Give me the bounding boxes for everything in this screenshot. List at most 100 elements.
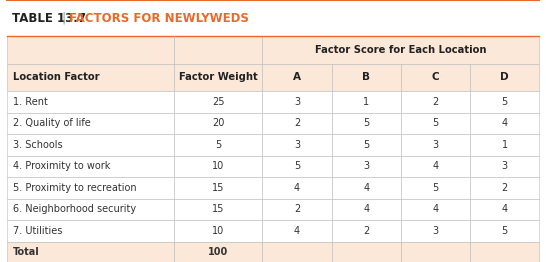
Bar bbox=[262, 113, 331, 134]
Text: 3: 3 bbox=[363, 161, 369, 171]
Bar bbox=[401, 91, 470, 113]
Text: A: A bbox=[293, 72, 301, 83]
Text: 10: 10 bbox=[212, 226, 224, 236]
Bar bbox=[262, 64, 331, 91]
Text: 5. Proximity to recreation: 5. Proximity to recreation bbox=[13, 183, 136, 193]
Bar bbox=[174, 242, 262, 262]
Bar bbox=[470, 220, 539, 242]
Bar bbox=[331, 177, 401, 199]
Bar bbox=[7, 199, 174, 220]
Bar bbox=[7, 220, 174, 242]
Text: Total: Total bbox=[13, 247, 40, 257]
Bar bbox=[262, 220, 331, 242]
Bar bbox=[262, 156, 331, 177]
Text: 4: 4 bbox=[432, 204, 438, 214]
Text: 100: 100 bbox=[208, 247, 229, 257]
Bar bbox=[401, 199, 470, 220]
Text: |: | bbox=[61, 12, 66, 25]
Text: 10: 10 bbox=[212, 161, 224, 171]
Bar bbox=[262, 91, 331, 113]
Bar bbox=[174, 177, 262, 199]
Bar bbox=[470, 91, 539, 113]
Text: 3. Schools: 3. Schools bbox=[13, 140, 63, 150]
Text: 20: 20 bbox=[212, 118, 224, 128]
Text: FACTORS FOR NEWLYWEDS: FACTORS FOR NEWLYWEDS bbox=[69, 12, 249, 25]
Bar bbox=[331, 220, 401, 242]
Text: 1: 1 bbox=[502, 140, 508, 150]
Text: 3: 3 bbox=[294, 97, 300, 107]
Bar bbox=[262, 242, 331, 262]
Bar bbox=[401, 220, 470, 242]
Bar bbox=[401, 113, 470, 134]
Bar bbox=[470, 64, 539, 91]
Bar bbox=[174, 156, 262, 177]
Text: 6. Neighborhood security: 6. Neighborhood security bbox=[13, 204, 136, 214]
Text: 3: 3 bbox=[294, 140, 300, 150]
Text: 2: 2 bbox=[432, 97, 438, 107]
Text: 5: 5 bbox=[363, 118, 370, 128]
Text: 5: 5 bbox=[294, 161, 300, 171]
Bar bbox=[401, 64, 470, 91]
Bar bbox=[262, 199, 331, 220]
Text: 2: 2 bbox=[502, 183, 508, 193]
Bar bbox=[470, 134, 539, 156]
Bar bbox=[262, 134, 331, 156]
Text: Factor Weight: Factor Weight bbox=[179, 72, 258, 83]
Bar bbox=[174, 64, 262, 91]
Bar bbox=[401, 242, 470, 262]
Bar bbox=[470, 242, 539, 262]
Bar bbox=[401, 177, 470, 199]
Bar bbox=[331, 242, 401, 262]
Text: 4: 4 bbox=[294, 183, 300, 193]
Bar bbox=[331, 199, 401, 220]
Text: 5: 5 bbox=[502, 97, 508, 107]
Bar bbox=[174, 134, 262, 156]
Bar bbox=[401, 134, 470, 156]
Text: 1. Rent: 1. Rent bbox=[13, 97, 48, 107]
Bar bbox=[401, 156, 470, 177]
Bar bbox=[331, 134, 401, 156]
Text: 15: 15 bbox=[212, 183, 224, 193]
Text: 5: 5 bbox=[363, 140, 370, 150]
Bar bbox=[174, 199, 262, 220]
Bar bbox=[262, 177, 331, 199]
Text: 4: 4 bbox=[363, 183, 369, 193]
Bar bbox=[331, 91, 401, 113]
Text: 2: 2 bbox=[294, 118, 300, 128]
Bar bbox=[470, 199, 539, 220]
Text: TABLE 13.7: TABLE 13.7 bbox=[12, 12, 86, 25]
Text: 2: 2 bbox=[294, 204, 300, 214]
Text: 4: 4 bbox=[502, 204, 508, 214]
Text: 5: 5 bbox=[215, 140, 222, 150]
Bar bbox=[7, 64, 174, 91]
Bar bbox=[7, 91, 174, 113]
Text: 4: 4 bbox=[432, 161, 438, 171]
Bar bbox=[7, 156, 174, 177]
Bar bbox=[470, 156, 539, 177]
Text: 15: 15 bbox=[212, 204, 224, 214]
Bar bbox=[7, 134, 174, 156]
Text: 4. Proximity to work: 4. Proximity to work bbox=[13, 161, 110, 171]
Text: B: B bbox=[362, 72, 370, 83]
Text: 3: 3 bbox=[432, 226, 438, 236]
Bar bbox=[262, 36, 539, 64]
Bar bbox=[470, 177, 539, 199]
Text: 25: 25 bbox=[212, 97, 224, 107]
Bar bbox=[7, 0, 539, 36]
Bar bbox=[7, 242, 174, 262]
Bar bbox=[470, 113, 539, 134]
Bar bbox=[174, 220, 262, 242]
Text: Factor Score for Each Location: Factor Score for Each Location bbox=[315, 45, 486, 55]
Bar bbox=[174, 91, 262, 113]
Text: 4: 4 bbox=[294, 226, 300, 236]
Text: 7. Utilities: 7. Utilities bbox=[13, 226, 62, 236]
Text: 5: 5 bbox=[502, 226, 508, 236]
Bar bbox=[331, 156, 401, 177]
Text: Location Factor: Location Factor bbox=[13, 72, 100, 83]
Text: 3: 3 bbox=[432, 140, 438, 150]
Text: 5: 5 bbox=[432, 118, 438, 128]
Bar bbox=[331, 64, 401, 91]
Bar bbox=[174, 113, 262, 134]
Text: 2. Quality of life: 2. Quality of life bbox=[13, 118, 91, 128]
Text: 4: 4 bbox=[363, 204, 369, 214]
